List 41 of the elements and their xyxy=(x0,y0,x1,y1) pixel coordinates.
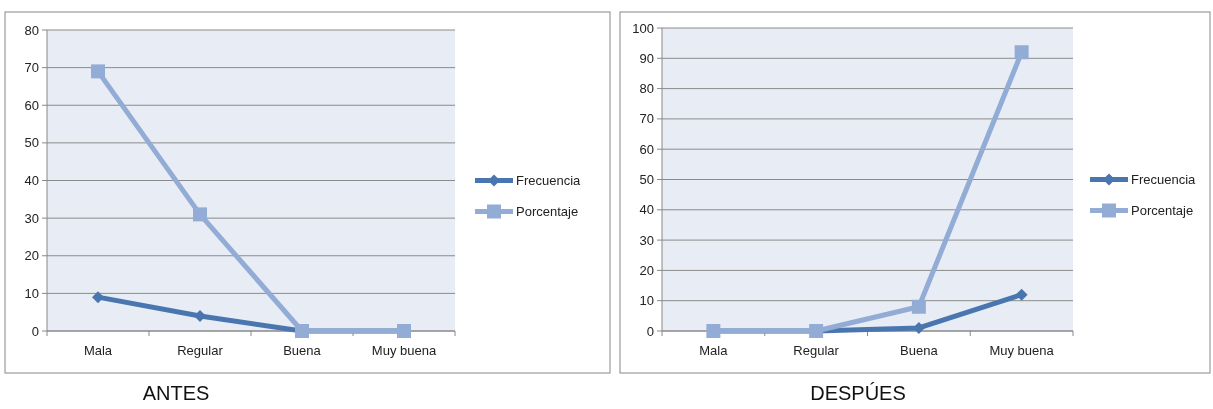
y-tick-label: 0 xyxy=(646,323,654,339)
x-tick-label: Regular xyxy=(177,343,224,358)
point xyxy=(1014,45,1029,60)
y-tick-label: 80 xyxy=(24,22,39,38)
x-tick-label: Muy buena xyxy=(371,343,437,358)
y-tick-label: 60 xyxy=(24,97,39,113)
y-tick-label: 60 xyxy=(639,141,654,157)
legend-label: Porcentaje xyxy=(1131,203,1194,219)
y-tick-label: 20 xyxy=(24,248,39,264)
y-tick-label: 50 xyxy=(639,172,654,188)
point xyxy=(194,309,206,322)
y-tick-label: 0 xyxy=(31,323,39,339)
y-tick-label: 30 xyxy=(639,232,654,248)
text: ANTES xyxy=(142,382,210,404)
point xyxy=(193,207,207,222)
y-tick-label: 30 xyxy=(24,210,39,226)
point xyxy=(1015,288,1028,301)
text: DESPÚES xyxy=(810,382,906,404)
y-tick-label: 10 xyxy=(639,293,654,309)
point xyxy=(91,64,105,79)
y-tick-label: 10 xyxy=(24,285,39,301)
x-tick-label: Mala xyxy=(699,343,729,358)
x-tick-label: Buena xyxy=(900,343,939,358)
legend-label: Frecuencia xyxy=(1131,172,1197,188)
y-tick-label: 100 xyxy=(632,20,654,36)
y-tick-label: 40 xyxy=(24,173,39,189)
y-tick-label: 80 xyxy=(639,81,654,97)
legend-label: Porcentaje xyxy=(516,204,579,220)
y-tick-label: 40 xyxy=(639,202,654,218)
legend-label: Frecuencia xyxy=(516,173,582,189)
y-tick-label: 50 xyxy=(24,135,39,151)
x-tick-label: Buena xyxy=(283,343,322,358)
x-tick-label: Muy buena xyxy=(989,343,1055,358)
x-tick-label: Mala xyxy=(83,343,113,358)
y-tick-label: 70 xyxy=(24,60,39,76)
y-tick-label: 20 xyxy=(639,262,654,278)
y-tick-label: 70 xyxy=(639,111,654,127)
y-tick-label: 90 xyxy=(639,50,654,66)
point xyxy=(911,299,926,314)
point xyxy=(92,291,104,304)
x-tick-label: Regular xyxy=(793,343,840,358)
